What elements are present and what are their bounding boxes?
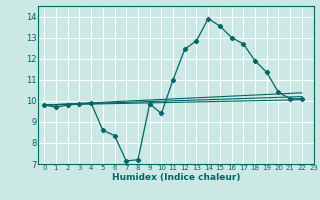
X-axis label: Humidex (Indice chaleur): Humidex (Indice chaleur): [112, 173, 240, 182]
